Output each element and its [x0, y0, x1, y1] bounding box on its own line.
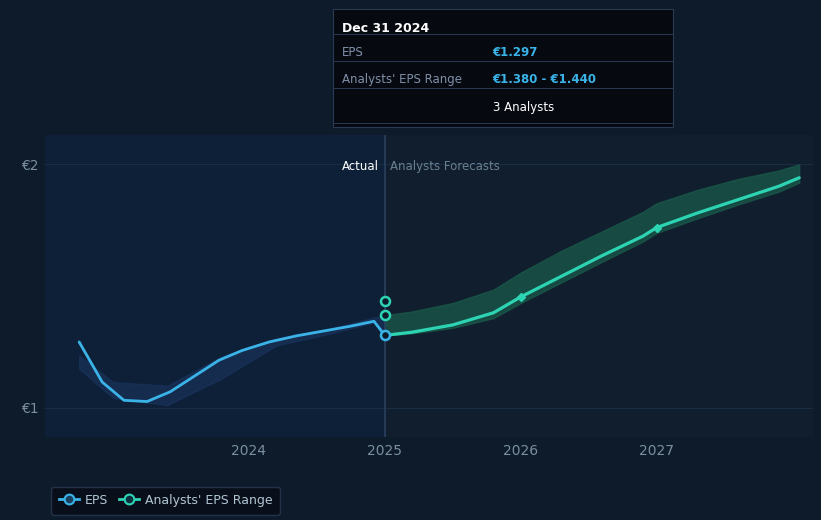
Text: 3 Analysts: 3 Analysts	[493, 101, 554, 114]
Text: Analysts Forecasts: Analysts Forecasts	[390, 160, 500, 173]
Text: Actual: Actual	[342, 160, 379, 173]
Text: Analysts' EPS Range: Analysts' EPS Range	[342, 73, 462, 86]
Text: Dec 31 2024: Dec 31 2024	[342, 22, 429, 35]
Text: EPS: EPS	[342, 46, 364, 59]
Legend: EPS, Analysts' EPS Range: EPS, Analysts' EPS Range	[52, 487, 280, 515]
Bar	[45, 135, 385, 437]
Text: €1.297: €1.297	[493, 46, 538, 59]
Text: €1.380 - €1.440: €1.380 - €1.440	[493, 73, 597, 86]
